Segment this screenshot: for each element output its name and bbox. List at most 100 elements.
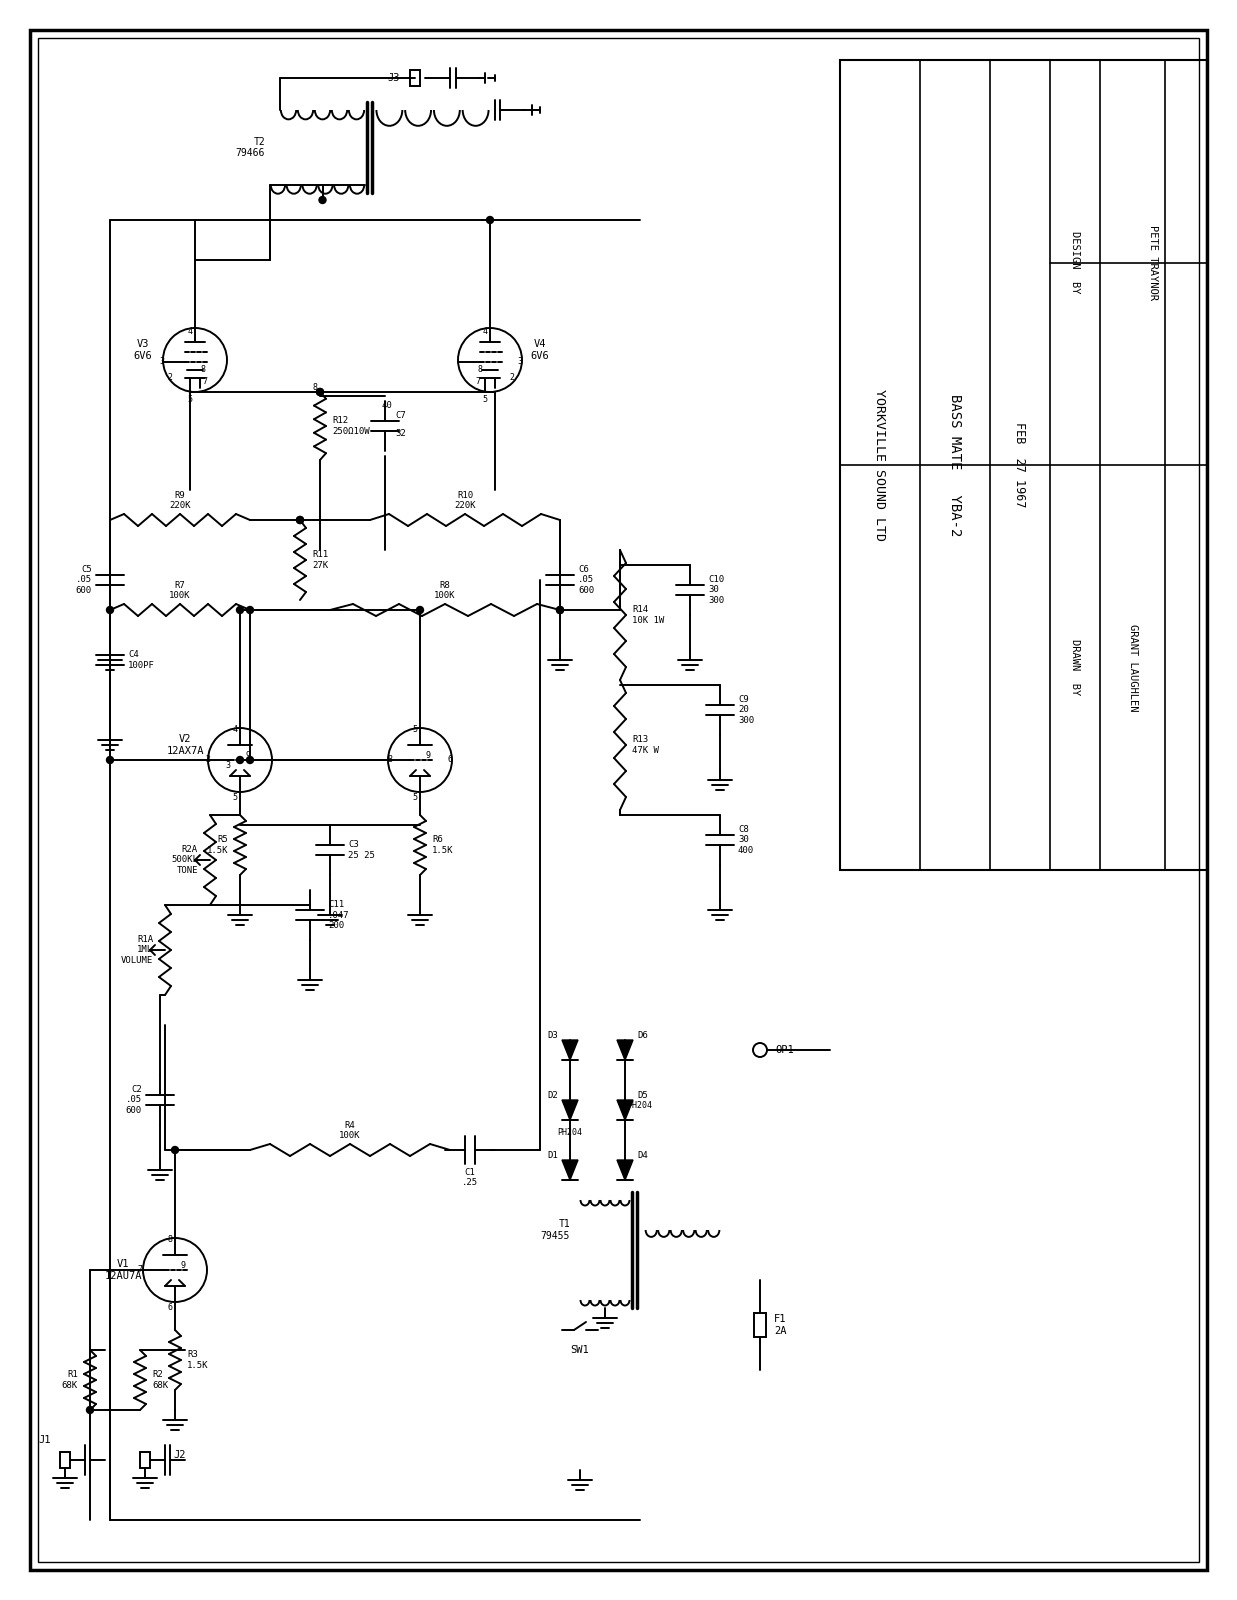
Polygon shape bbox=[617, 1040, 633, 1059]
Circle shape bbox=[319, 197, 327, 203]
Text: DRAWN  BY: DRAWN BY bbox=[1070, 640, 1080, 696]
Text: 9: 9 bbox=[426, 750, 430, 760]
Bar bbox=[140, 1453, 150, 1469]
Bar bbox=[409, 70, 421, 86]
Bar bbox=[840, 59, 1207, 870]
Text: D1: D1 bbox=[547, 1150, 558, 1160]
Text: R8
100K: R8 100K bbox=[434, 581, 455, 600]
Text: T1
79455: T1 79455 bbox=[541, 1219, 570, 1242]
Text: C8
30
400: C8 30 400 bbox=[738, 826, 755, 854]
Bar bbox=[755, 1314, 766, 1338]
Circle shape bbox=[236, 606, 244, 613]
Text: C1
.25: C1 .25 bbox=[461, 1168, 477, 1187]
Circle shape bbox=[236, 757, 244, 763]
Text: FEB  27 1967: FEB 27 1967 bbox=[1013, 422, 1027, 507]
Text: R12
250Ω10W: R12 250Ω10W bbox=[332, 416, 370, 435]
Text: F1
2A: F1 2A bbox=[774, 1314, 787, 1336]
Text: 5: 5 bbox=[188, 395, 193, 405]
Text: GRANT LAUGHLEN: GRANT LAUGHLEN bbox=[1127, 624, 1138, 712]
Circle shape bbox=[297, 517, 303, 523]
Text: 5: 5 bbox=[412, 725, 418, 734]
Text: 2: 2 bbox=[167, 373, 172, 382]
Text: C10
30
300: C10 30 300 bbox=[708, 574, 724, 605]
Text: C6
.05
600: C6 .05 600 bbox=[578, 565, 594, 595]
Text: C3
25 25: C3 25 25 bbox=[348, 840, 375, 859]
Polygon shape bbox=[562, 1040, 578, 1059]
Text: J1: J1 bbox=[38, 1435, 51, 1445]
Text: D2: D2 bbox=[547, 1091, 558, 1099]
Text: PH204: PH204 bbox=[627, 1101, 652, 1109]
Text: R2
68K: R2 68K bbox=[152, 1370, 168, 1390]
Text: V3
6V6: V3 6V6 bbox=[134, 339, 152, 360]
Polygon shape bbox=[617, 1160, 633, 1181]
Text: R13
47K W: R13 47K W bbox=[632, 736, 659, 755]
Text: 7: 7 bbox=[137, 1266, 142, 1275]
Text: R9
220K: R9 220K bbox=[169, 491, 190, 510]
Text: R1
68K: R1 68K bbox=[62, 1370, 78, 1390]
Circle shape bbox=[297, 517, 303, 523]
Text: R6
1.5K: R6 1.5K bbox=[432, 835, 454, 854]
Text: C11
.047
200: C11 .047 200 bbox=[328, 901, 350, 930]
Text: 5: 5 bbox=[233, 794, 238, 803]
Circle shape bbox=[557, 606, 564, 613]
Circle shape bbox=[246, 757, 254, 763]
Text: D5: D5 bbox=[637, 1091, 648, 1099]
Text: C2
.05
600: C2 .05 600 bbox=[126, 1085, 142, 1115]
Text: 7: 7 bbox=[203, 378, 208, 387]
Text: BASS MATE   YBA-2: BASS MATE YBA-2 bbox=[948, 394, 962, 536]
Circle shape bbox=[317, 389, 324, 395]
Circle shape bbox=[417, 606, 423, 613]
Text: R11
27K: R11 27K bbox=[312, 550, 328, 570]
Text: 7: 7 bbox=[475, 378, 480, 387]
Polygon shape bbox=[617, 1101, 633, 1120]
Text: 8: 8 bbox=[313, 382, 318, 392]
Text: V4
6V6: V4 6V6 bbox=[531, 339, 549, 360]
Text: 8: 8 bbox=[387, 755, 392, 765]
Text: 4: 4 bbox=[233, 725, 238, 734]
Text: 4: 4 bbox=[482, 328, 487, 336]
Text: V1
12AU7A: V1 12AU7A bbox=[104, 1259, 142, 1280]
Circle shape bbox=[246, 606, 254, 613]
Text: 2: 2 bbox=[205, 755, 210, 765]
Text: 6: 6 bbox=[167, 1304, 172, 1312]
Text: 3: 3 bbox=[517, 357, 522, 366]
Circle shape bbox=[557, 606, 564, 613]
Circle shape bbox=[172, 1147, 178, 1154]
Text: YORKVILLE SOUND LTD: YORKVILLE SOUND LTD bbox=[873, 389, 887, 541]
Text: T2
79466: T2 79466 bbox=[235, 136, 265, 158]
Text: 8: 8 bbox=[477, 365, 482, 374]
Bar bbox=[61, 1453, 71, 1469]
Text: R4
100K: R4 100K bbox=[339, 1120, 361, 1139]
Circle shape bbox=[106, 606, 114, 613]
Text: R7
100K: R7 100K bbox=[169, 581, 190, 600]
Text: 6: 6 bbox=[448, 755, 453, 765]
Text: PETE TRAYNOR: PETE TRAYNOR bbox=[1148, 226, 1159, 301]
Text: C4
100PF: C4 100PF bbox=[127, 650, 155, 670]
Text: 5: 5 bbox=[482, 395, 487, 405]
Text: 2: 2 bbox=[510, 373, 515, 382]
Circle shape bbox=[106, 757, 114, 763]
Text: 5: 5 bbox=[412, 794, 418, 803]
Text: 9: 9 bbox=[181, 1261, 186, 1269]
Text: 8: 8 bbox=[200, 365, 205, 374]
Text: 32: 32 bbox=[396, 429, 407, 438]
Text: D6: D6 bbox=[637, 1030, 648, 1040]
Text: R2A
500KL
TONE: R2A 500KL TONE bbox=[171, 845, 198, 875]
Text: R10
220K: R10 220K bbox=[454, 491, 476, 510]
Text: J2: J2 bbox=[173, 1450, 187, 1459]
Text: C5
.05
600: C5 .05 600 bbox=[75, 565, 92, 595]
Text: D4: D4 bbox=[637, 1150, 648, 1160]
Polygon shape bbox=[562, 1160, 578, 1181]
Circle shape bbox=[486, 216, 494, 224]
Text: SW1: SW1 bbox=[570, 1346, 589, 1355]
Text: PH204: PH204 bbox=[558, 1128, 583, 1138]
Text: C9
20
300: C9 20 300 bbox=[738, 694, 755, 725]
Text: J3: J3 bbox=[387, 74, 400, 83]
Text: DESIGN  BY: DESIGN BY bbox=[1070, 232, 1080, 294]
Text: 3: 3 bbox=[160, 357, 165, 366]
Text: OP1: OP1 bbox=[776, 1045, 794, 1054]
Circle shape bbox=[87, 1406, 94, 1413]
Text: D3: D3 bbox=[547, 1030, 558, 1040]
Text: 9: 9 bbox=[245, 750, 251, 760]
Text: V2
12AX7A: V2 12AX7A bbox=[166, 734, 204, 755]
